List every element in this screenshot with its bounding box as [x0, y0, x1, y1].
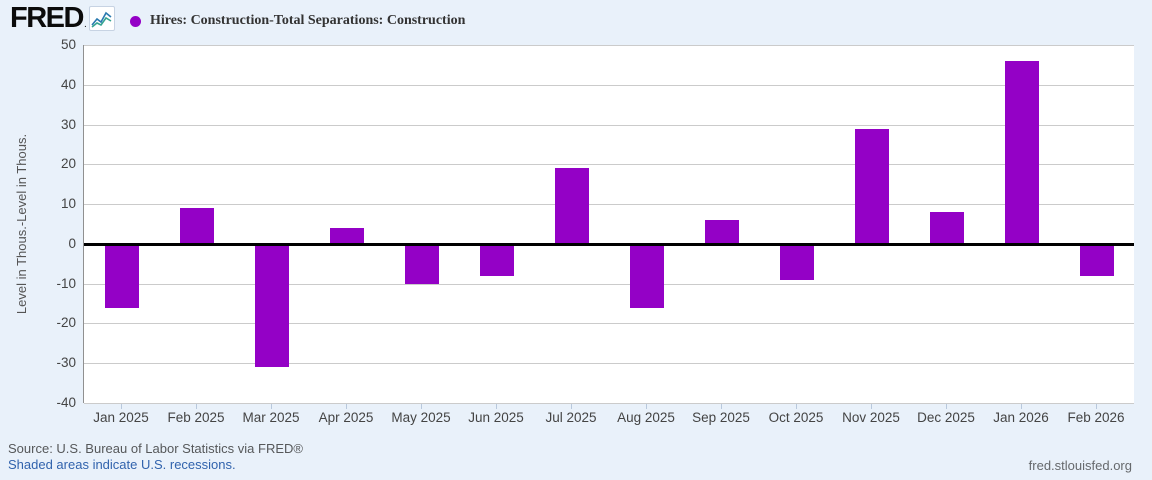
gridline	[84, 125, 1134, 126]
chart-bar[interactable]	[630, 244, 664, 308]
y-tick-label: 0	[68, 236, 76, 251]
gridline	[84, 323, 1134, 324]
x-tick-label: Mar 2025	[242, 410, 300, 425]
zero-line	[84, 243, 1134, 246]
x-tick-mark	[1096, 403, 1097, 409]
chart-bar[interactable]	[180, 208, 214, 244]
x-tick-label: Feb 2026	[1067, 410, 1125, 425]
x-tick-mark	[721, 403, 722, 409]
x-tick-mark	[196, 403, 197, 409]
chart-bar[interactable]	[555, 168, 589, 244]
series-legend-marker	[130, 16, 141, 27]
plot-area	[83, 45, 1134, 404]
x-tick-label: Jan 2025	[93, 410, 149, 425]
fred-logo-reg-dot: .	[83, 19, 87, 30]
x-tick-mark	[646, 403, 647, 409]
fred-logo-text: FRED	[10, 2, 84, 34]
gridline	[84, 85, 1134, 86]
x-tick-label: Jul 2025	[545, 410, 597, 425]
y-axis-title: Level in Thous.-Level in Thous.	[14, 133, 29, 315]
gridline	[84, 363, 1134, 364]
y-tick-label: -40	[56, 395, 76, 410]
chart-bar[interactable]	[705, 220, 739, 244]
x-tick-mark	[796, 403, 797, 409]
y-tick-label: 50	[60, 37, 76, 52]
x-tick-label: Oct 2025	[768, 410, 824, 425]
gridline	[84, 45, 1134, 46]
x-tick-label: Dec 2025	[917, 410, 975, 425]
x-tick-mark	[871, 403, 872, 409]
x-tick-mark	[946, 403, 947, 409]
chart-bar[interactable]	[330, 228, 364, 244]
chart-bar[interactable]	[930, 212, 964, 244]
x-tick-mark	[271, 403, 272, 409]
gridline	[84, 403, 1134, 404]
y-tick-label: -20	[56, 315, 76, 330]
source-note: Source: U.S. Bureau of Labor Statistics …	[8, 441, 303, 456]
x-tick-label: Apr 2025	[318, 410, 374, 425]
fred-logo[interactable]: FRED .	[10, 3, 115, 33]
gridline	[84, 164, 1134, 165]
fred-site-link[interactable]: fred.stlouisfed.org	[1028, 458, 1132, 473]
y-tick-label: -10	[56, 276, 76, 291]
header: FRED . Hires: Construction-Total Separat…	[0, 0, 1152, 38]
chart-bar[interactable]	[255, 244, 289, 367]
chart-bar[interactable]	[1005, 61, 1039, 244]
x-tick-mark	[1021, 403, 1022, 409]
chart-bar[interactable]	[1080, 244, 1114, 276]
x-tick-label: Jan 2026	[993, 410, 1049, 425]
line-chart-icon	[88, 5, 115, 31]
chart-bar[interactable]	[405, 244, 439, 284]
x-tick-label: Nov 2025	[842, 410, 900, 425]
x-tick-mark	[571, 403, 572, 409]
x-tick-mark	[346, 403, 347, 409]
x-tick-label: Sep 2025	[692, 410, 750, 425]
chart-bar[interactable]	[480, 244, 514, 276]
chart-bar[interactable]	[855, 129, 889, 244]
x-tick-label: Jun 2025	[468, 410, 524, 425]
gridline	[84, 204, 1134, 205]
x-tick-label: Aug 2025	[617, 410, 675, 425]
x-tick-mark	[121, 403, 122, 409]
recession-note-link[interactable]: Shaded areas indicate U.S. recessions.	[8, 457, 236, 472]
y-tick-label: 10	[60, 196, 76, 211]
x-tick-mark	[496, 403, 497, 409]
chart-bar[interactable]	[105, 244, 139, 308]
gridline	[84, 284, 1134, 285]
x-tick-label: Feb 2025	[167, 410, 225, 425]
y-tick-label: -30	[56, 355, 76, 370]
x-tick-mark	[421, 403, 422, 409]
series-legend-label: Hires: Construction-Total Separations: C…	[150, 13, 466, 28]
y-tick-label: 40	[60, 77, 76, 92]
y-tick-label: 30	[60, 117, 76, 132]
chart-bar[interactable]	[780, 244, 814, 280]
x-tick-label: May 2025	[391, 410, 451, 425]
y-tick-label: 20	[60, 156, 76, 171]
